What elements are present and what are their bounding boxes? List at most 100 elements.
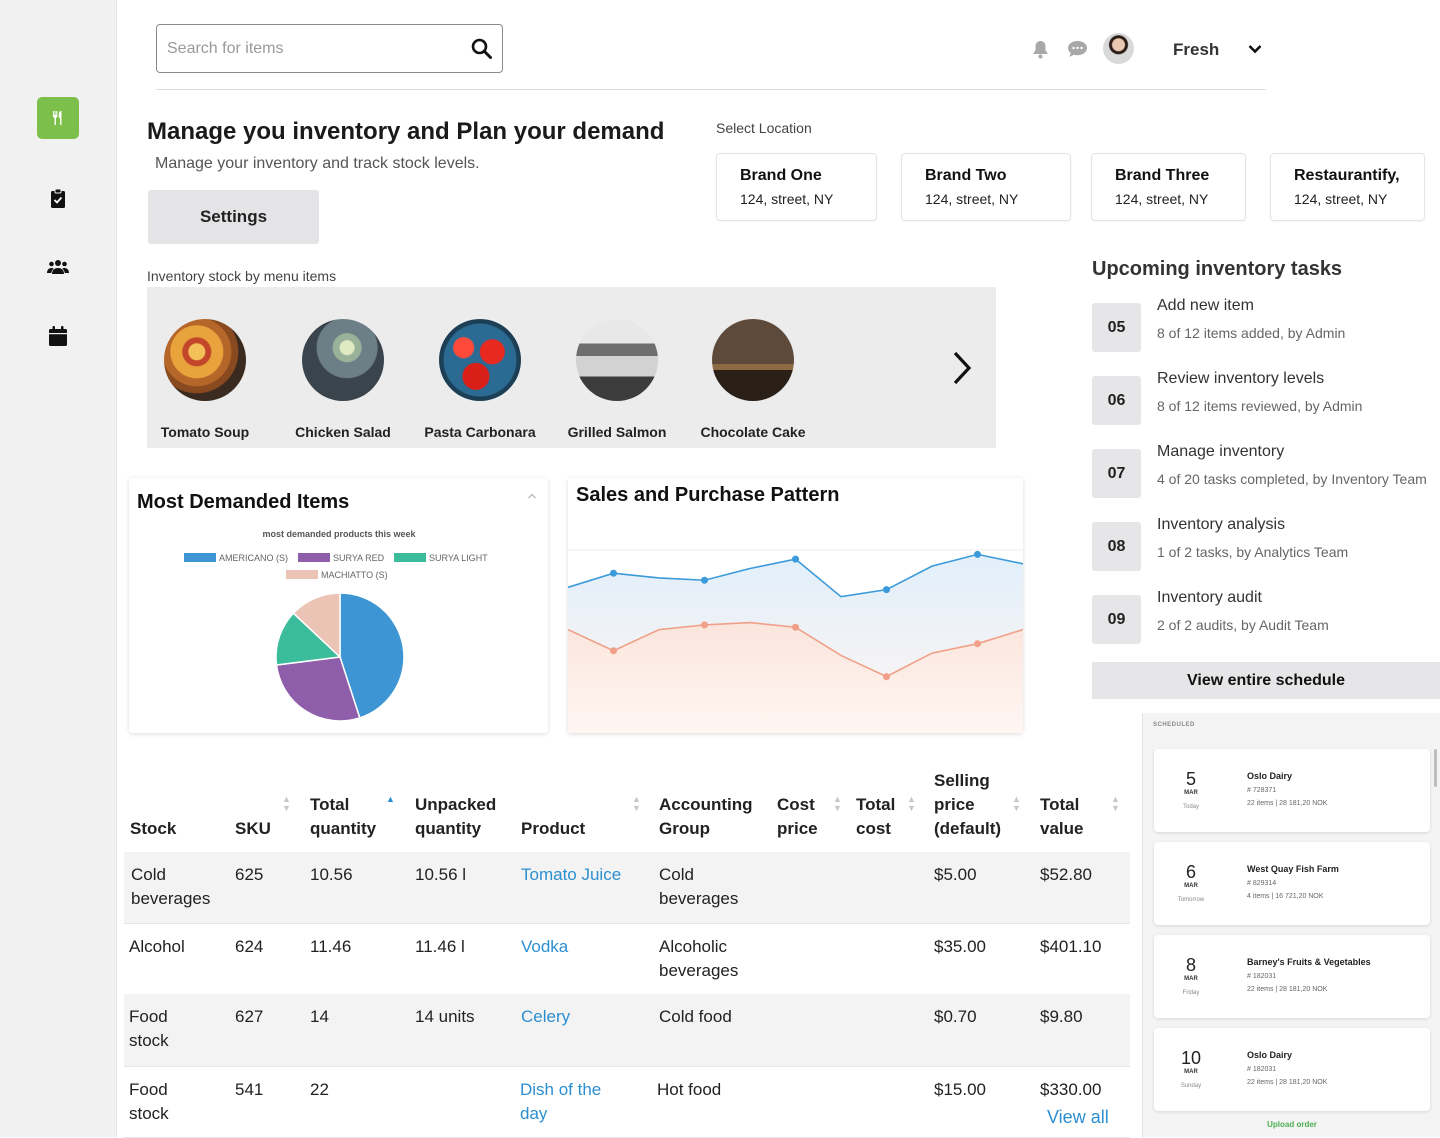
legend-swatch: [286, 570, 318, 579]
menu-item-name: Tomato Soup: [160, 424, 250, 440]
location-card[interactable]: Brand One 124, street, NY: [716, 153, 877, 221]
col-header-selling-price[interactable]: Selling price (default): [934, 771, 1002, 838]
menu-item[interactable]: Tomato Soup: [140, 319, 270, 440]
chevron-right-icon[interactable]: [952, 351, 972, 390]
data-point: [701, 576, 708, 584]
location-label: Select Location: [716, 120, 812, 136]
pie-slice: [292, 592, 341, 659]
scrollbar[interactable]: [1434, 749, 1437, 787]
cell-product-link[interactable]: Tomato Juice: [521, 865, 622, 884]
chat-icon[interactable]: [1066, 39, 1088, 59]
task-item[interactable]: 08 Inventory analysis 1 of 2 tasks, by A…: [1092, 516, 1437, 576]
menu-item-name: Chocolate Cake: [700, 424, 806, 440]
sales-pattern-card: Sales and Purchase Pattern: [568, 478, 1023, 733]
legend-label: SURYA RED: [333, 553, 385, 563]
avatar[interactable]: [1103, 33, 1134, 64]
search-box: [156, 24, 503, 73]
search-icon[interactable]: [471, 38, 492, 59]
chevron-up-icon[interactable]: [527, 487, 537, 505]
sort-icon[interactable]: ▲ ▼: [632, 794, 641, 813]
task-title: Manage inventory: [1157, 443, 1285, 460]
table-row[interactable]: Alcohol 624 11.46 11.46 l Vodka Alcoholi…: [124, 923, 1130, 995]
order-vendor: Oslo Dairy: [1247, 1050, 1293, 1060]
menu-item[interactable]: Chicken Salad: [278, 319, 408, 440]
sort-icon[interactable]: ▲ ▼: [833, 794, 842, 813]
col-header-total-cost[interactable]: Total cost: [856, 795, 896, 838]
cell-sku: 627: [235, 1007, 264, 1026]
order-day: 6: [1185, 862, 1196, 882]
order-vendor: Barney's Fruits & Vegetables: [1247, 957, 1371, 967]
col-header-sku[interactable]: SKU: [235, 819, 271, 838]
table-row[interactable]: Cold beverages 625 10.56 10.56 l Tomato …: [124, 852, 1130, 924]
settings-button[interactable]: Settings: [148, 190, 319, 244]
task-item[interactable]: 05 Add new item 8 of 12 items added, by …: [1092, 297, 1437, 357]
sort-icon[interactable]: ▲ ▼: [1012, 794, 1021, 813]
order-number: # 728371: [1247, 787, 1277, 794]
cell-total-quantity: 14: [310, 1007, 329, 1026]
cell-selling-price: $5.00: [934, 865, 977, 884]
scheduled-order[interactable]: 5 MAR Today Oslo Dairy # 728371 22 items…: [1154, 749, 1430, 832]
most-demanded-card: Most Demanded Items most demanded produc…: [129, 478, 548, 733]
scheduled-order[interactable]: 10 MAR Sunday Oslo Dairy # 182031 22 ite…: [1154, 1028, 1430, 1111]
menu-item[interactable]: Chocolate Cake: [688, 319, 818, 440]
cell-total-value: $52.80: [1040, 865, 1092, 884]
sort-icon[interactable]: ▲ ▼: [907, 794, 916, 813]
cell-stock: Alcohol: [129, 937, 185, 956]
location-address: 124, street, NY: [740, 191, 834, 207]
upload-order-link[interactable]: Upload order: [1267, 1120, 1317, 1129]
order-summary: 22 items | 28 181,20 NOK: [1247, 800, 1328, 807]
cell-product-link[interactable]: Celery: [521, 1007, 571, 1026]
cell-stock: Cold beverages: [131, 865, 211, 908]
chevron-down-icon[interactable]: [1246, 42, 1264, 56]
cell-accounting-group: Cold beverages: [659, 865, 739, 908]
sort-ascending-icon[interactable]: ▲: [386, 794, 395, 804]
clipboard-check-icon[interactable]: [47, 187, 69, 209]
table-row[interactable]: Food stock 627 14 14 units Celery Cold f…: [124, 994, 1130, 1066]
menu-item[interactable]: Grilled Salmon: [552, 319, 682, 440]
order-number: # 182031: [1247, 973, 1277, 980]
cell-total-quantity: 22: [310, 1080, 329, 1099]
pie-chart-title: most demanded products this week: [262, 529, 416, 539]
sort-icon[interactable]: ▲ ▼: [282, 794, 291, 813]
pie-chart: most demanded products this week AMERICAN…: [184, 529, 488, 722]
sort-icon[interactable]: ▲ ▼: [1111, 794, 1120, 813]
order-month: MAR: [1184, 790, 1198, 796]
menu-item[interactable]: Pasta Carbonara: [415, 319, 545, 440]
series-area: [568, 622, 1023, 733]
scheduled-order[interactable]: 6 MAR Tomorrow West Quay Fish Farm # 829…: [1154, 842, 1430, 925]
view-all-link[interactable]: View all: [1047, 1107, 1109, 1127]
bell-icon[interactable]: [1031, 39, 1050, 59]
cell-sku: 625: [235, 865, 264, 884]
location-card[interactable]: Brand Three 124, street, NY: [1091, 153, 1246, 221]
kitchen-image: [576, 319, 658, 401]
cell-sku: 541: [235, 1080, 264, 1099]
col-header-accounting-group[interactable]: Accounting Group: [659, 795, 753, 838]
task-item[interactable]: 07 Manage inventory 4 of 20 tasks comple…: [1092, 443, 1437, 503]
most-demanded-title: Most Demanded Items: [137, 491, 350, 513]
cell-product-link[interactable]: Dish of the day: [520, 1080, 602, 1123]
legend-label: SURYA LIGHT: [429, 553, 488, 563]
task-item[interactable]: 09 Inventory audit 2 of 2 audits, by Aud…: [1092, 589, 1437, 649]
view-schedule-button[interactable]: View entire schedule: [1092, 662, 1440, 699]
col-header-cost-price[interactable]: Cost price: [777, 795, 818, 838]
task-item[interactable]: 06 Review inventory levels 8 of 12 items…: [1092, 370, 1437, 430]
order-summary: 22 items | 28 181,20 NOK: [1247, 1079, 1328, 1086]
location-card[interactable]: Restaurantify, 124, street, NY: [1270, 153, 1425, 221]
users-icon[interactable]: [47, 256, 69, 278]
col-header-unpacked-quantity[interactable]: Unpacked quantity: [415, 795, 497, 838]
restaurant-icon[interactable]: [37, 97, 79, 139]
scheduled-order[interactable]: 8 MAR Friday Barney's Fruits & Vegetable…: [1154, 935, 1430, 1018]
tomatoes-image: [439, 319, 521, 401]
col-header-product[interactable]: Product: [521, 819, 586, 838]
calendar-icon[interactable]: [47, 325, 69, 347]
table-row[interactable]: Food stock 541 22 Dish of the day Hot fo…: [124, 1066, 1130, 1138]
location-card[interactable]: Brand Two 124, street, NY: [901, 153, 1071, 221]
col-header-total-quantity[interactable]: Total quantity: [310, 795, 377, 838]
col-header-total-value[interactable]: Total value: [1040, 795, 1084, 838]
cell-product-link[interactable]: Vodka: [521, 937, 569, 956]
cell-selling-price: $15.00: [934, 1080, 986, 1099]
search-input[interactable]: [167, 39, 471, 58]
data-point: [701, 621, 708, 629]
col-header-stock[interactable]: Stock: [130, 819, 177, 838]
user-name[interactable]: Fresh: [1173, 40, 1220, 59]
